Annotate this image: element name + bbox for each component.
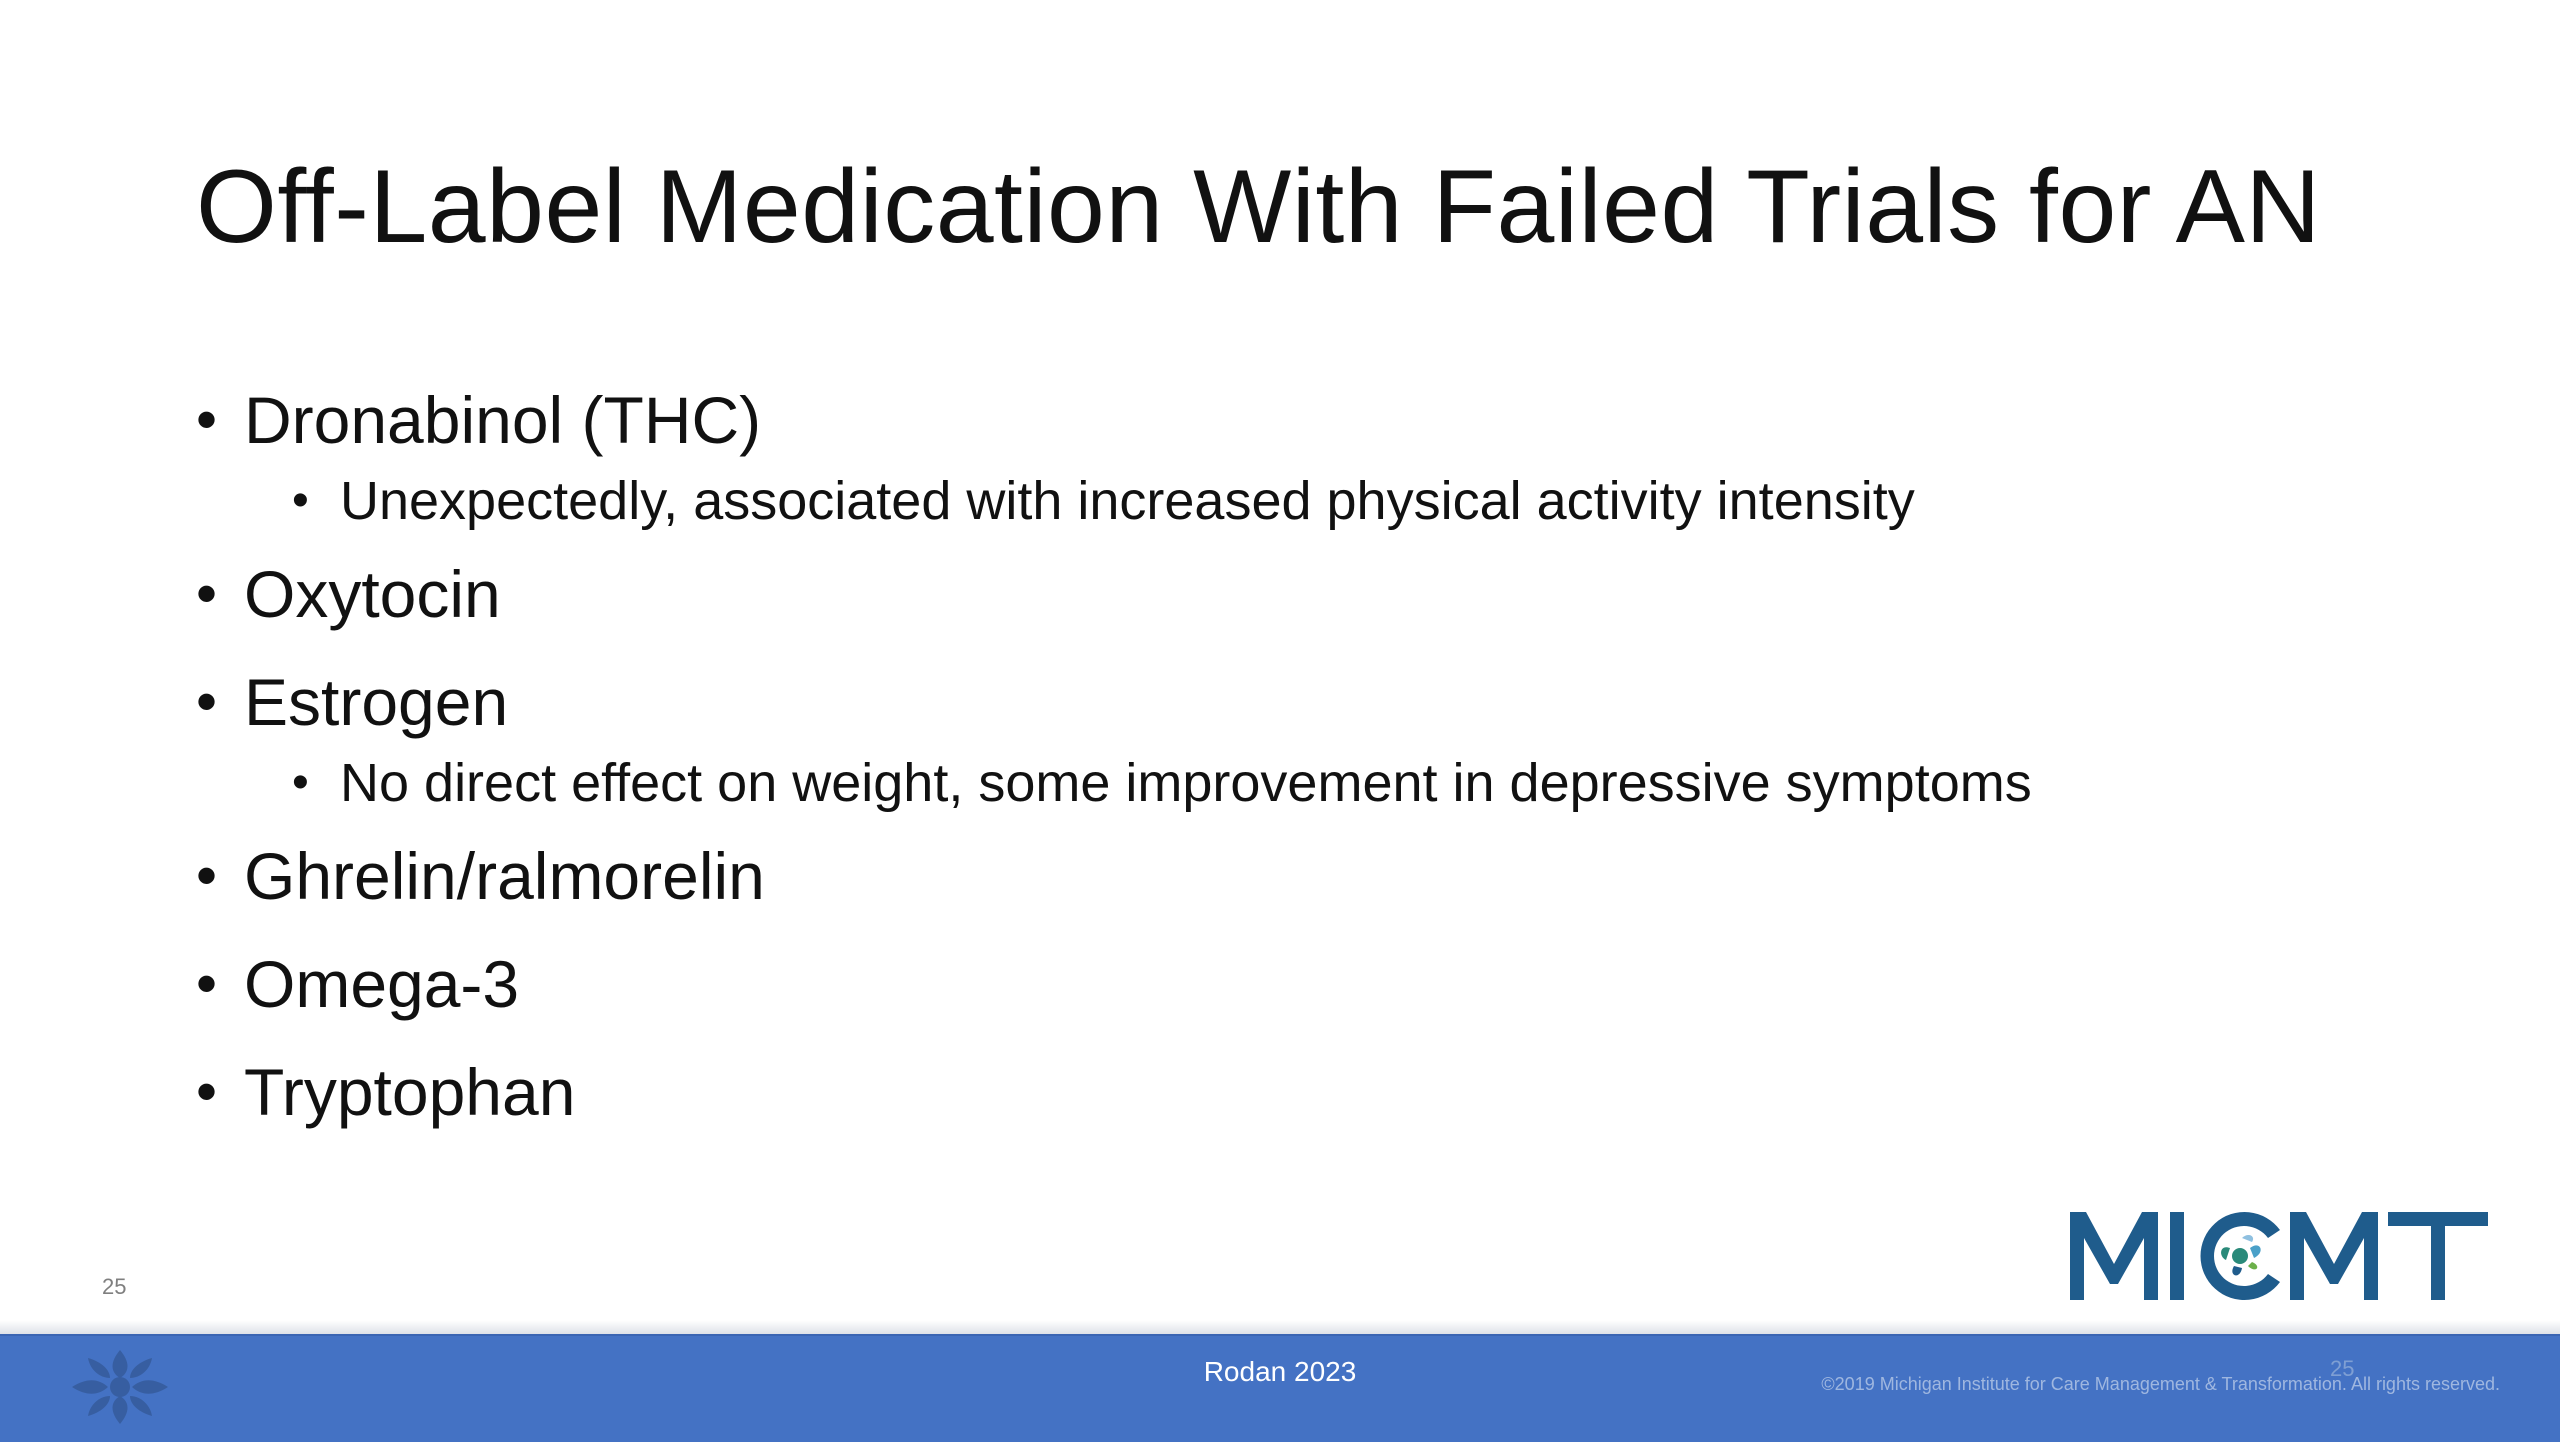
- footer-page-number: 25: [2330, 1356, 2355, 1381]
- bullet-glyph: •: [292, 474, 309, 527]
- bullet-text: Tryptophan: [244, 1055, 576, 1129]
- bullet-item: • Estrogen: [196, 662, 2446, 742]
- bullet-item: • Omega-3: [196, 944, 2446, 1024]
- micmt-emblem-icon: [72, 1350, 168, 1424]
- sub-bullet-item: • No direct effect on weight, some impro…: [196, 750, 2446, 816]
- bullet-text: Omega-3: [244, 947, 520, 1021]
- footer-shadow: [0, 1320, 2560, 1334]
- bullet-text: Dronabinol (THC): [244, 383, 762, 457]
- sub-bullet-text: Unexpectedly, associated with increased …: [340, 471, 1915, 531]
- sub-bullet-item: • Unexpectedly, associated with increase…: [196, 468, 2446, 534]
- bullet-text: Ghrelin/ralmorelin: [244, 839, 765, 913]
- bullet-glyph: •: [196, 842, 218, 909]
- bullet-glyph: •: [196, 950, 218, 1017]
- sub-bullet-text: No direct effect on weight, some improve…: [340, 753, 2032, 813]
- bullet-glyph: •: [196, 560, 218, 627]
- bullet-text: Estrogen: [244, 665, 509, 739]
- bullet-item: • Dronabinol (THC): [196, 380, 2446, 460]
- bullet-list: • Dronabinol (THC) • Unexpectedly, assoc…: [196, 380, 2446, 1132]
- slide-title: Off-Label Medication With Failed Trials …: [196, 149, 2322, 265]
- bullet-text: Oxytocin: [244, 557, 501, 631]
- footer-center-text: Rodan 2023: [1203, 1356, 1357, 1387]
- micmt-logo: [2070, 1212, 2488, 1300]
- bullet-glyph: •: [196, 668, 218, 735]
- bullet-item: • Oxytocin: [196, 554, 2446, 634]
- footer-bar: [0, 1334, 2560, 1442]
- slide-page-number: 25: [102, 1274, 127, 1299]
- bullet-glyph: •: [196, 386, 218, 453]
- bullet-item: • Tryptophan: [196, 1052, 2446, 1132]
- bullet-glyph: •: [196, 1058, 218, 1125]
- bullet-item: • Ghrelin/ralmorelin: [196, 836, 2446, 916]
- bullet-glyph: •: [292, 756, 309, 809]
- footer-copyright: ©2019 Michigan Institute for Care Manage…: [1821, 1374, 2500, 1394]
